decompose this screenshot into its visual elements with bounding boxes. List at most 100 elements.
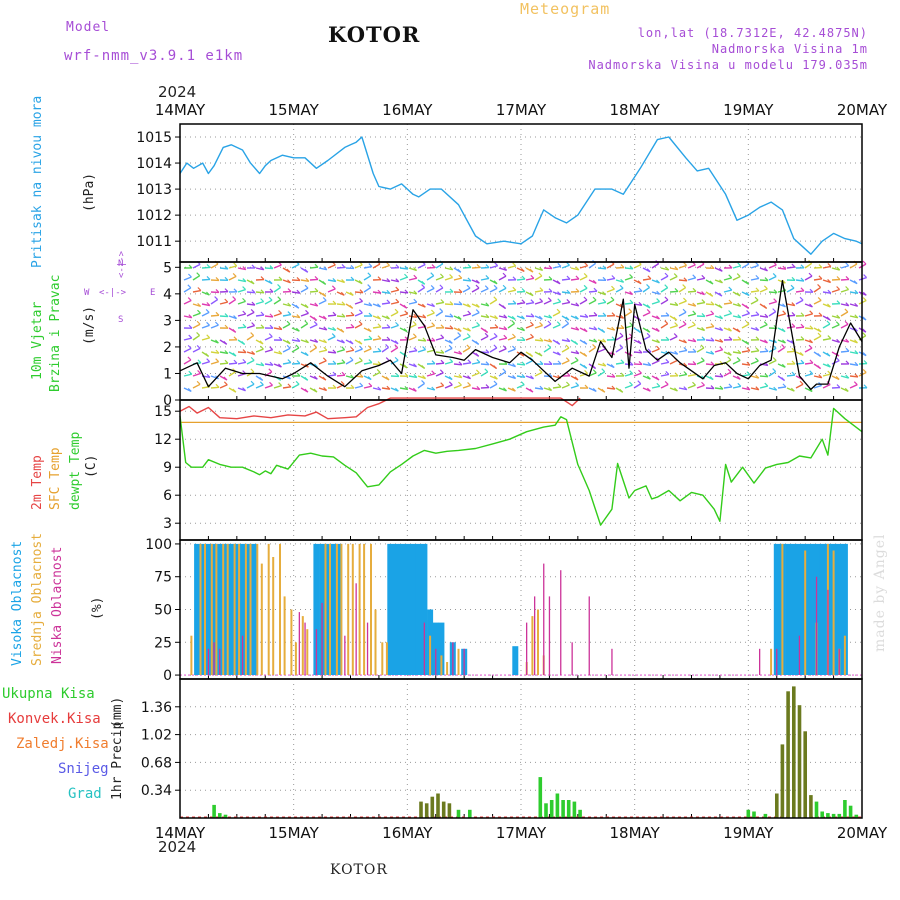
wind-barb	[246, 359, 255, 365]
wind-barb-flag	[287, 279, 291, 284]
wind-barb-flag	[611, 285, 615, 290]
wind-barb	[534, 339, 544, 342]
wind-barb-flag	[656, 290, 661, 295]
wind-barb-flag	[385, 344, 390, 348]
wind-barb-flag	[377, 276, 382, 281]
wind-barb	[525, 277, 534, 281]
wind-barb-flag	[395, 373, 400, 377]
wind-barb	[534, 289, 544, 293]
wind-barb-flag	[529, 292, 534, 297]
wind-barb	[849, 363, 859, 367]
wind-barb-flag	[809, 370, 814, 375]
wind-barb-flag	[367, 376, 372, 380]
y-tick-label: 50	[154, 603, 172, 619]
wind-barb-flag	[440, 349, 445, 354]
wind-barb	[534, 267, 543, 272]
wind-barb-flag	[250, 332, 255, 336]
wind-barb-flag	[421, 303, 426, 308]
wind-barb-flag	[746, 347, 751, 352]
wind-barb	[579, 265, 588, 269]
wind-barb-flag	[304, 268, 309, 273]
wind-barb-flag	[260, 298, 265, 303]
y-tick-label: 1.02	[141, 728, 172, 744]
wind-barb-flag	[818, 312, 823, 317]
wind-barb	[363, 286, 372, 293]
wind-barb-flag	[493, 332, 498, 337]
wind-barb	[660, 373, 669, 377]
wind-barb-flag	[242, 266, 247, 270]
wind-barb	[273, 312, 282, 317]
wind-barb	[273, 384, 282, 389]
wind-barb-flag	[268, 296, 273, 301]
y-tick-label: 1013	[136, 182, 172, 198]
wind-barb-flag	[448, 339, 453, 344]
wind-barb	[282, 386, 292, 389]
wind-barb-flag	[583, 284, 588, 289]
wind-barb	[291, 347, 300, 353]
wind-barb-flag	[539, 385, 544, 390]
wind-barb	[471, 372, 480, 377]
wind-barb-flag	[322, 357, 327, 362]
wind-barb	[678, 311, 687, 317]
wind-barb-flag	[341, 313, 346, 318]
wind-barb	[309, 278, 319, 281]
wind-barb-flag	[782, 339, 786, 344]
wind-barb-flag	[692, 274, 697, 279]
wind-barb-flag	[799, 380, 804, 385]
wind-barb	[210, 263, 219, 269]
wind-barb-flag	[629, 299, 634, 304]
wind-barb-flag	[313, 321, 318, 325]
wind-barb-flag	[394, 387, 399, 392]
mid-cloud-bar	[440, 655, 443, 676]
wind-barb	[426, 275, 435, 281]
wind-barb-flag	[377, 347, 382, 352]
wind-barb-flag	[862, 291, 867, 296]
wind-barb-flag	[745, 280, 750, 285]
wind-barb	[525, 315, 535, 318]
wind-barb	[543, 315, 552, 319]
wind-barb-flag	[205, 291, 210, 296]
legend-graupel: Grad	[68, 786, 102, 802]
wind-barb	[426, 387, 435, 391]
wind-barb-flag	[592, 279, 597, 284]
mid-cloud-bar	[324, 543, 327, 675]
wind-barb-flag	[601, 388, 606, 393]
wind-barb-flag	[781, 377, 785, 381]
wind-barb	[759, 350, 769, 353]
precip-bar	[544, 803, 548, 818]
low-cloud-bar	[560, 570, 562, 676]
wind-barb-flag	[457, 332, 462, 336]
wind-barb-flag	[728, 383, 733, 388]
wind-barb-flag	[836, 314, 841, 319]
wind-barb-flag	[530, 313, 535, 318]
wind-barb	[291, 291, 301, 294]
wind-barb-flag	[350, 346, 355, 351]
wind-barb-flag	[539, 298, 544, 302]
wind-barb-flag	[250, 368, 255, 373]
wind-barb	[282, 313, 291, 317]
wind-barb	[651, 348, 660, 353]
wind-barb-flag	[601, 368, 606, 373]
wind-barb-flag	[755, 311, 760, 316]
wind-barb-flag	[224, 298, 229, 303]
wind-barb-flag	[772, 368, 777, 373]
wind-barb	[741, 263, 750, 269]
wind-barb-flag	[278, 336, 283, 341]
wind-barb	[597, 267, 607, 270]
low-cloud-bar	[344, 635, 346, 675]
wind-barb-flag	[791, 360, 796, 365]
wind-barb-flag	[385, 357, 390, 362]
wind-barb-flag	[593, 326, 598, 331]
wind-barb	[786, 266, 796, 269]
wind-barb-flag	[440, 299, 445, 303]
wind-barb	[210, 314, 220, 317]
wind-barb	[759, 375, 769, 378]
wind-barb	[525, 336, 534, 341]
wind-barb-flag	[728, 299, 733, 304]
precip-bar	[218, 813, 222, 818]
wind-barb-flag	[242, 286, 247, 290]
wind-barb-flag	[232, 328, 237, 333]
wind-barb	[426, 339, 436, 342]
wind-barb	[570, 384, 579, 389]
